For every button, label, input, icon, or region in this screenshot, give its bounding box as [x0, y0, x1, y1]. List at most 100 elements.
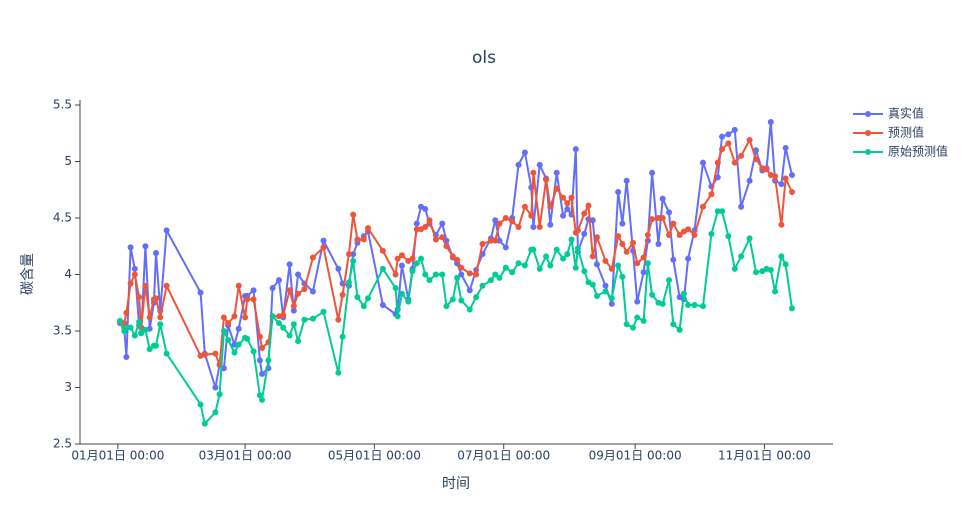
point — [655, 215, 662, 221]
point — [136, 318, 143, 325]
point — [564, 251, 571, 258]
point — [466, 306, 473, 313]
point — [496, 237, 503, 244]
point — [763, 166, 770, 173]
point — [295, 271, 302, 278]
point — [492, 217, 499, 224]
point — [345, 251, 352, 258]
point — [295, 338, 302, 345]
point — [426, 217, 433, 224]
point — [449, 296, 456, 303]
point — [153, 250, 160, 257]
point — [280, 312, 287, 319]
point — [640, 254, 647, 261]
point — [699, 203, 706, 210]
point — [197, 289, 204, 296]
point — [286, 332, 293, 339]
point — [623, 177, 630, 184]
point — [413, 220, 420, 227]
point — [492, 237, 499, 244]
point — [275, 320, 282, 327]
point — [602, 282, 609, 289]
point — [746, 137, 753, 144]
legend-label: 真实值 — [888, 106, 924, 121]
point — [487, 237, 494, 244]
point — [379, 247, 386, 254]
point — [515, 161, 522, 168]
point — [553, 169, 560, 176]
point — [350, 257, 357, 264]
point — [157, 321, 164, 328]
point — [608, 265, 615, 272]
point — [487, 277, 494, 284]
point — [443, 243, 450, 250]
point — [473, 271, 480, 278]
point — [589, 217, 596, 224]
point — [521, 149, 528, 156]
point — [593, 292, 600, 299]
point — [731, 159, 738, 166]
point — [242, 314, 249, 321]
point — [439, 220, 446, 227]
point — [235, 282, 242, 289]
point — [290, 307, 297, 314]
point — [670, 220, 677, 227]
point — [585, 202, 592, 209]
point — [725, 131, 732, 138]
x-tick-label: 01月01日 00:00 — [71, 449, 164, 463]
point — [564, 200, 571, 207]
x-tick-label: 09月01日 00:00 — [589, 449, 682, 463]
point — [574, 227, 581, 234]
point — [502, 215, 509, 221]
point — [589, 253, 596, 260]
point — [301, 316, 308, 323]
point — [568, 236, 575, 243]
point — [394, 255, 401, 262]
series-line — [119, 210, 793, 426]
point — [680, 290, 687, 297]
point — [466, 287, 473, 294]
point — [163, 350, 170, 357]
point — [547, 262, 554, 269]
point — [379, 265, 386, 272]
point — [225, 337, 232, 344]
point — [350, 211, 357, 218]
legend-marker — [865, 130, 871, 136]
point — [216, 391, 223, 398]
point — [212, 350, 219, 357]
point — [521, 203, 528, 210]
point — [659, 215, 666, 221]
y-tick-label: 4.5 — [53, 211, 72, 225]
point — [547, 221, 554, 228]
point — [339, 291, 346, 298]
point — [360, 236, 367, 243]
point — [259, 370, 266, 377]
point — [581, 210, 588, 217]
point — [454, 274, 461, 281]
point — [235, 341, 242, 348]
point — [685, 226, 692, 233]
point — [153, 342, 160, 349]
point — [543, 253, 550, 260]
y-tick-label: 2.5 — [53, 437, 72, 451]
point — [581, 230, 588, 237]
point — [398, 262, 405, 269]
point — [365, 295, 372, 302]
point — [634, 260, 641, 267]
point — [670, 256, 677, 263]
point — [142, 282, 149, 289]
point — [163, 282, 170, 289]
point — [479, 282, 486, 289]
point — [685, 302, 692, 309]
point — [666, 209, 673, 216]
point — [714, 159, 721, 166]
point — [553, 246, 560, 253]
point — [752, 269, 759, 276]
point — [630, 324, 637, 331]
point — [619, 273, 626, 280]
point — [146, 314, 153, 321]
point — [515, 260, 522, 267]
point — [536, 224, 543, 231]
y-tick-label: 5.5 — [53, 98, 72, 112]
point — [547, 203, 554, 210]
